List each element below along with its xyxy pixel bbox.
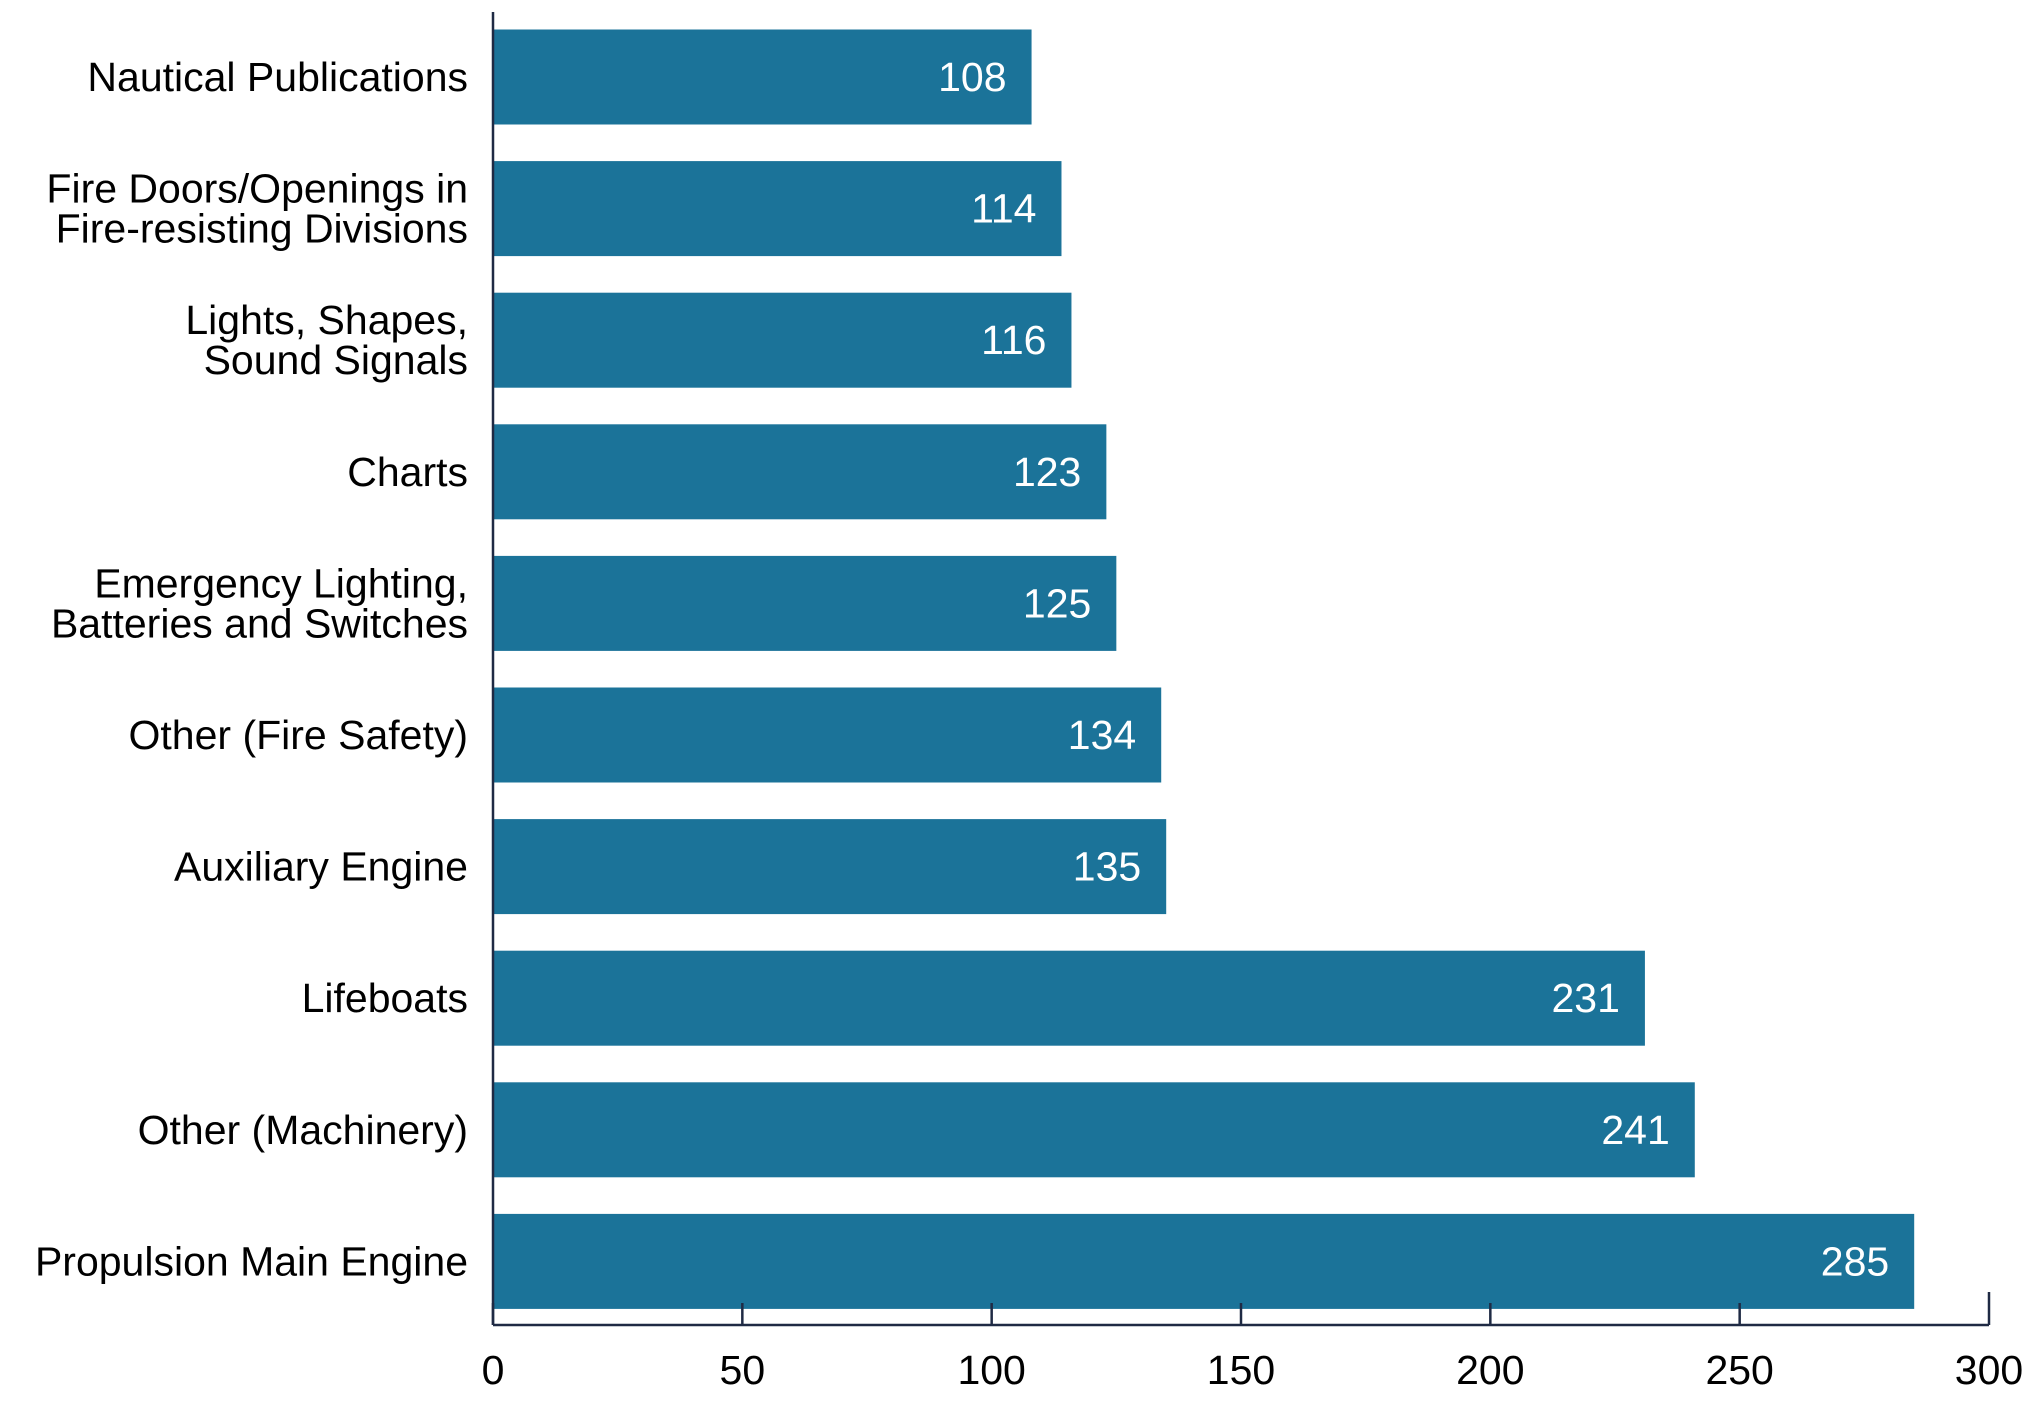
bar — [493, 161, 1062, 257]
bar — [493, 1213, 1915, 1309]
category-label: Fire Doors/Openings in Fire-resisting Div… — [46, 166, 468, 252]
category-label-line: Fire Doors/Openings in — [46, 166, 468, 212]
bar-value-label: 116 — [981, 317, 1046, 363]
x-tick-label: 300 — [1955, 1347, 2023, 1393]
category-label-line: Auxiliary Engine — [174, 844, 468, 890]
x-tick-label: 50 — [720, 1347, 766, 1393]
category-label: Other (Fire Safety) — [129, 712, 468, 758]
x-tick-label: 0 — [482, 1347, 505, 1393]
x-tick-label: 100 — [957, 1347, 1025, 1393]
category-label-line: Charts — [347, 449, 468, 495]
category-labels-group: Nautical Publications Fire Doors/Openings… — [35, 54, 468, 1284]
bar-value-label: 114 — [971, 186, 1036, 232]
category-label-line: Fire-resisting Divisions — [56, 206, 468, 252]
bar-value-label: 134 — [1068, 712, 1136, 758]
category-label-line: Sound Signals — [204, 337, 468, 383]
x-tick-label: 150 — [1207, 1347, 1275, 1393]
bar-value-label: 123 — [1013, 449, 1081, 495]
x-ticks-group: 0 50 100 150 200 250 300 — [482, 1292, 2023, 1393]
category-label: Charts — [347, 449, 468, 495]
bar-value-label: 108 — [938, 54, 1006, 100]
category-label: Propulsion Main Engine — [35, 1238, 468, 1284]
category-label-line: Other (Fire Safety) — [129, 712, 468, 758]
bar — [493, 687, 1162, 783]
bar — [493, 819, 1167, 915]
category-label: Nautical Publications — [87, 54, 468, 100]
bar-value-label: 135 — [1073, 844, 1141, 890]
category-label-line: Nautical Publications — [87, 54, 468, 100]
category-label-line: Propulsion Main Engine — [35, 1238, 468, 1284]
category-label-line: Lights, Shapes, — [185, 297, 468, 343]
bar-value-label: 125 — [1023, 580, 1091, 626]
bar-value-label: 285 — [1821, 1238, 1889, 1284]
category-label: Lights, Shapes, Sound Signals — [185, 297, 468, 383]
category-label-line: Emergency Lighting, — [94, 560, 468, 606]
bars-group — [493, 29, 1915, 1309]
category-label-line: Lifeboats — [302, 975, 468, 1021]
category-label: Other (Machinery) — [138, 1107, 468, 1153]
bar — [493, 1082, 1695, 1178]
bar — [493, 424, 1107, 520]
x-tick-label: 200 — [1456, 1347, 1524, 1393]
category-label-line: Other (Machinery) — [138, 1107, 468, 1153]
category-label: Auxiliary Engine — [174, 844, 468, 890]
value-labels-group: 108 114 116 123 125 134 135 231 241 285 — [938, 54, 1889, 1284]
category-label: Lifeboats — [302, 975, 468, 1021]
bar-value-label: 231 — [1551, 975, 1619, 1021]
category-label: Emergency Lighting, Batteries and Switche… — [51, 560, 468, 646]
x-tick-label: 250 — [1705, 1347, 1773, 1393]
bar — [493, 555, 1117, 651]
bar — [493, 29, 1032, 125]
bar — [493, 950, 1645, 1046]
bar-value-label: 241 — [1601, 1107, 1669, 1153]
category-label-line: Batteries and Switches — [51, 600, 468, 646]
bar — [493, 292, 1072, 388]
